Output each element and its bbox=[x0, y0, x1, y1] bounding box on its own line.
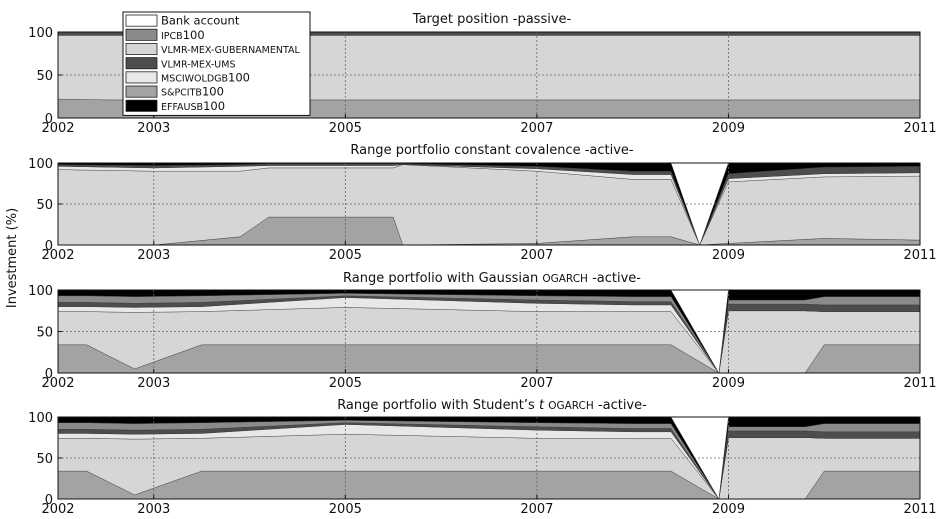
y-tick-label: 50 bbox=[36, 69, 53, 84]
panel-2: 2002 2003 2005 2007 2009 2011 0 50 100 Range port… bbox=[28, 143, 936, 263]
x-tick-label: 2007 bbox=[520, 502, 553, 517]
y-tick-label: 0 bbox=[45, 493, 53, 508]
panel-title: Range portfolio with Gaussian OGARCH -ac… bbox=[343, 271, 641, 286]
panel-title: Range portfolio with Student’s t OGARCH … bbox=[337, 398, 647, 413]
x-tick-label: 2011 bbox=[903, 376, 936, 391]
x-tick-label: 2003 bbox=[137, 502, 170, 517]
panel-3: 2002 2003 2005 2007 2009 2011 0 50 100 Range port… bbox=[28, 271, 936, 391]
x-tick-label: 2009 bbox=[712, 376, 745, 391]
panels: 2002 2003 2005 2007 2009 2011 0 50 100 Target pos… bbox=[28, 12, 936, 517]
legend-swatch bbox=[125, 99, 158, 112]
legend-swatch bbox=[125, 71, 158, 84]
y-tick-label: 0 bbox=[45, 239, 53, 254]
y-tick-label: 100 bbox=[28, 284, 53, 299]
y-tick-label: 100 bbox=[28, 411, 53, 426]
x-tick-label: 2003 bbox=[137, 121, 170, 136]
y-tick-label: 100 bbox=[28, 157, 53, 172]
x-tick-label: 2002 bbox=[41, 248, 74, 263]
legend-swatch bbox=[125, 28, 158, 41]
legend-swatch bbox=[125, 43, 158, 56]
x-tick-label: 2005 bbox=[329, 121, 362, 136]
x-tick-label: 2009 bbox=[712, 248, 745, 263]
y-tick-label: 50 bbox=[36, 326, 53, 341]
y-tick-label: 0 bbox=[45, 367, 53, 382]
legend-entry: IPCB100 bbox=[161, 28, 205, 42]
x-tick-label: 2005 bbox=[329, 248, 362, 263]
legend-entry: VLMR-MEX-UMS bbox=[161, 59, 235, 70]
x-tick-label: 2007 bbox=[520, 121, 553, 136]
panel-title: Range portfolio constant covalence -acti… bbox=[350, 143, 634, 158]
y-axis-label: Investment (%) bbox=[5, 208, 20, 308]
y-tick-label: 100 bbox=[28, 26, 53, 41]
panel-title: Target position -passive- bbox=[412, 12, 572, 27]
legend-entry: Bank account bbox=[161, 14, 240, 28]
x-tick-label: 2011 bbox=[903, 502, 936, 517]
x-tick-label: 2005 bbox=[329, 376, 362, 391]
legend-swatch bbox=[125, 14, 158, 27]
legend-entry: MSCIWOLDGB100 bbox=[161, 71, 250, 85]
legend-entry: S&PCITB100 bbox=[161, 85, 224, 99]
legend-entry: VLMR-MEX-GUBERNAMENTAL bbox=[161, 45, 301, 56]
x-tick-label: 2007 bbox=[520, 248, 553, 263]
x-tick-label: 2002 bbox=[41, 376, 74, 391]
panel-4: 2002 2003 2005 2007 2009 2011 0 50 100 Range port… bbox=[28, 398, 936, 517]
legend-swatch bbox=[125, 57, 158, 70]
y-tick-label: 0 bbox=[45, 112, 53, 127]
x-tick-label: 2009 bbox=[712, 502, 745, 517]
y-tick-label: 50 bbox=[36, 198, 53, 213]
x-tick-label: 2011 bbox=[903, 121, 936, 136]
legend-entry: EFFAUSB100 bbox=[161, 99, 225, 113]
x-tick-label: 2007 bbox=[520, 376, 553, 391]
x-tick-label: 2002 bbox=[41, 121, 74, 136]
x-tick-label: 2003 bbox=[137, 376, 170, 391]
x-tick-label: 2009 bbox=[712, 121, 745, 136]
x-tick-label: 2005 bbox=[329, 502, 362, 517]
x-tick-label: 2011 bbox=[903, 248, 936, 263]
y-tick-label: 50 bbox=[36, 452, 53, 467]
legend-swatch bbox=[125, 85, 158, 98]
x-tick-label: 2002 bbox=[41, 502, 74, 517]
x-tick-label: 2003 bbox=[137, 248, 170, 263]
